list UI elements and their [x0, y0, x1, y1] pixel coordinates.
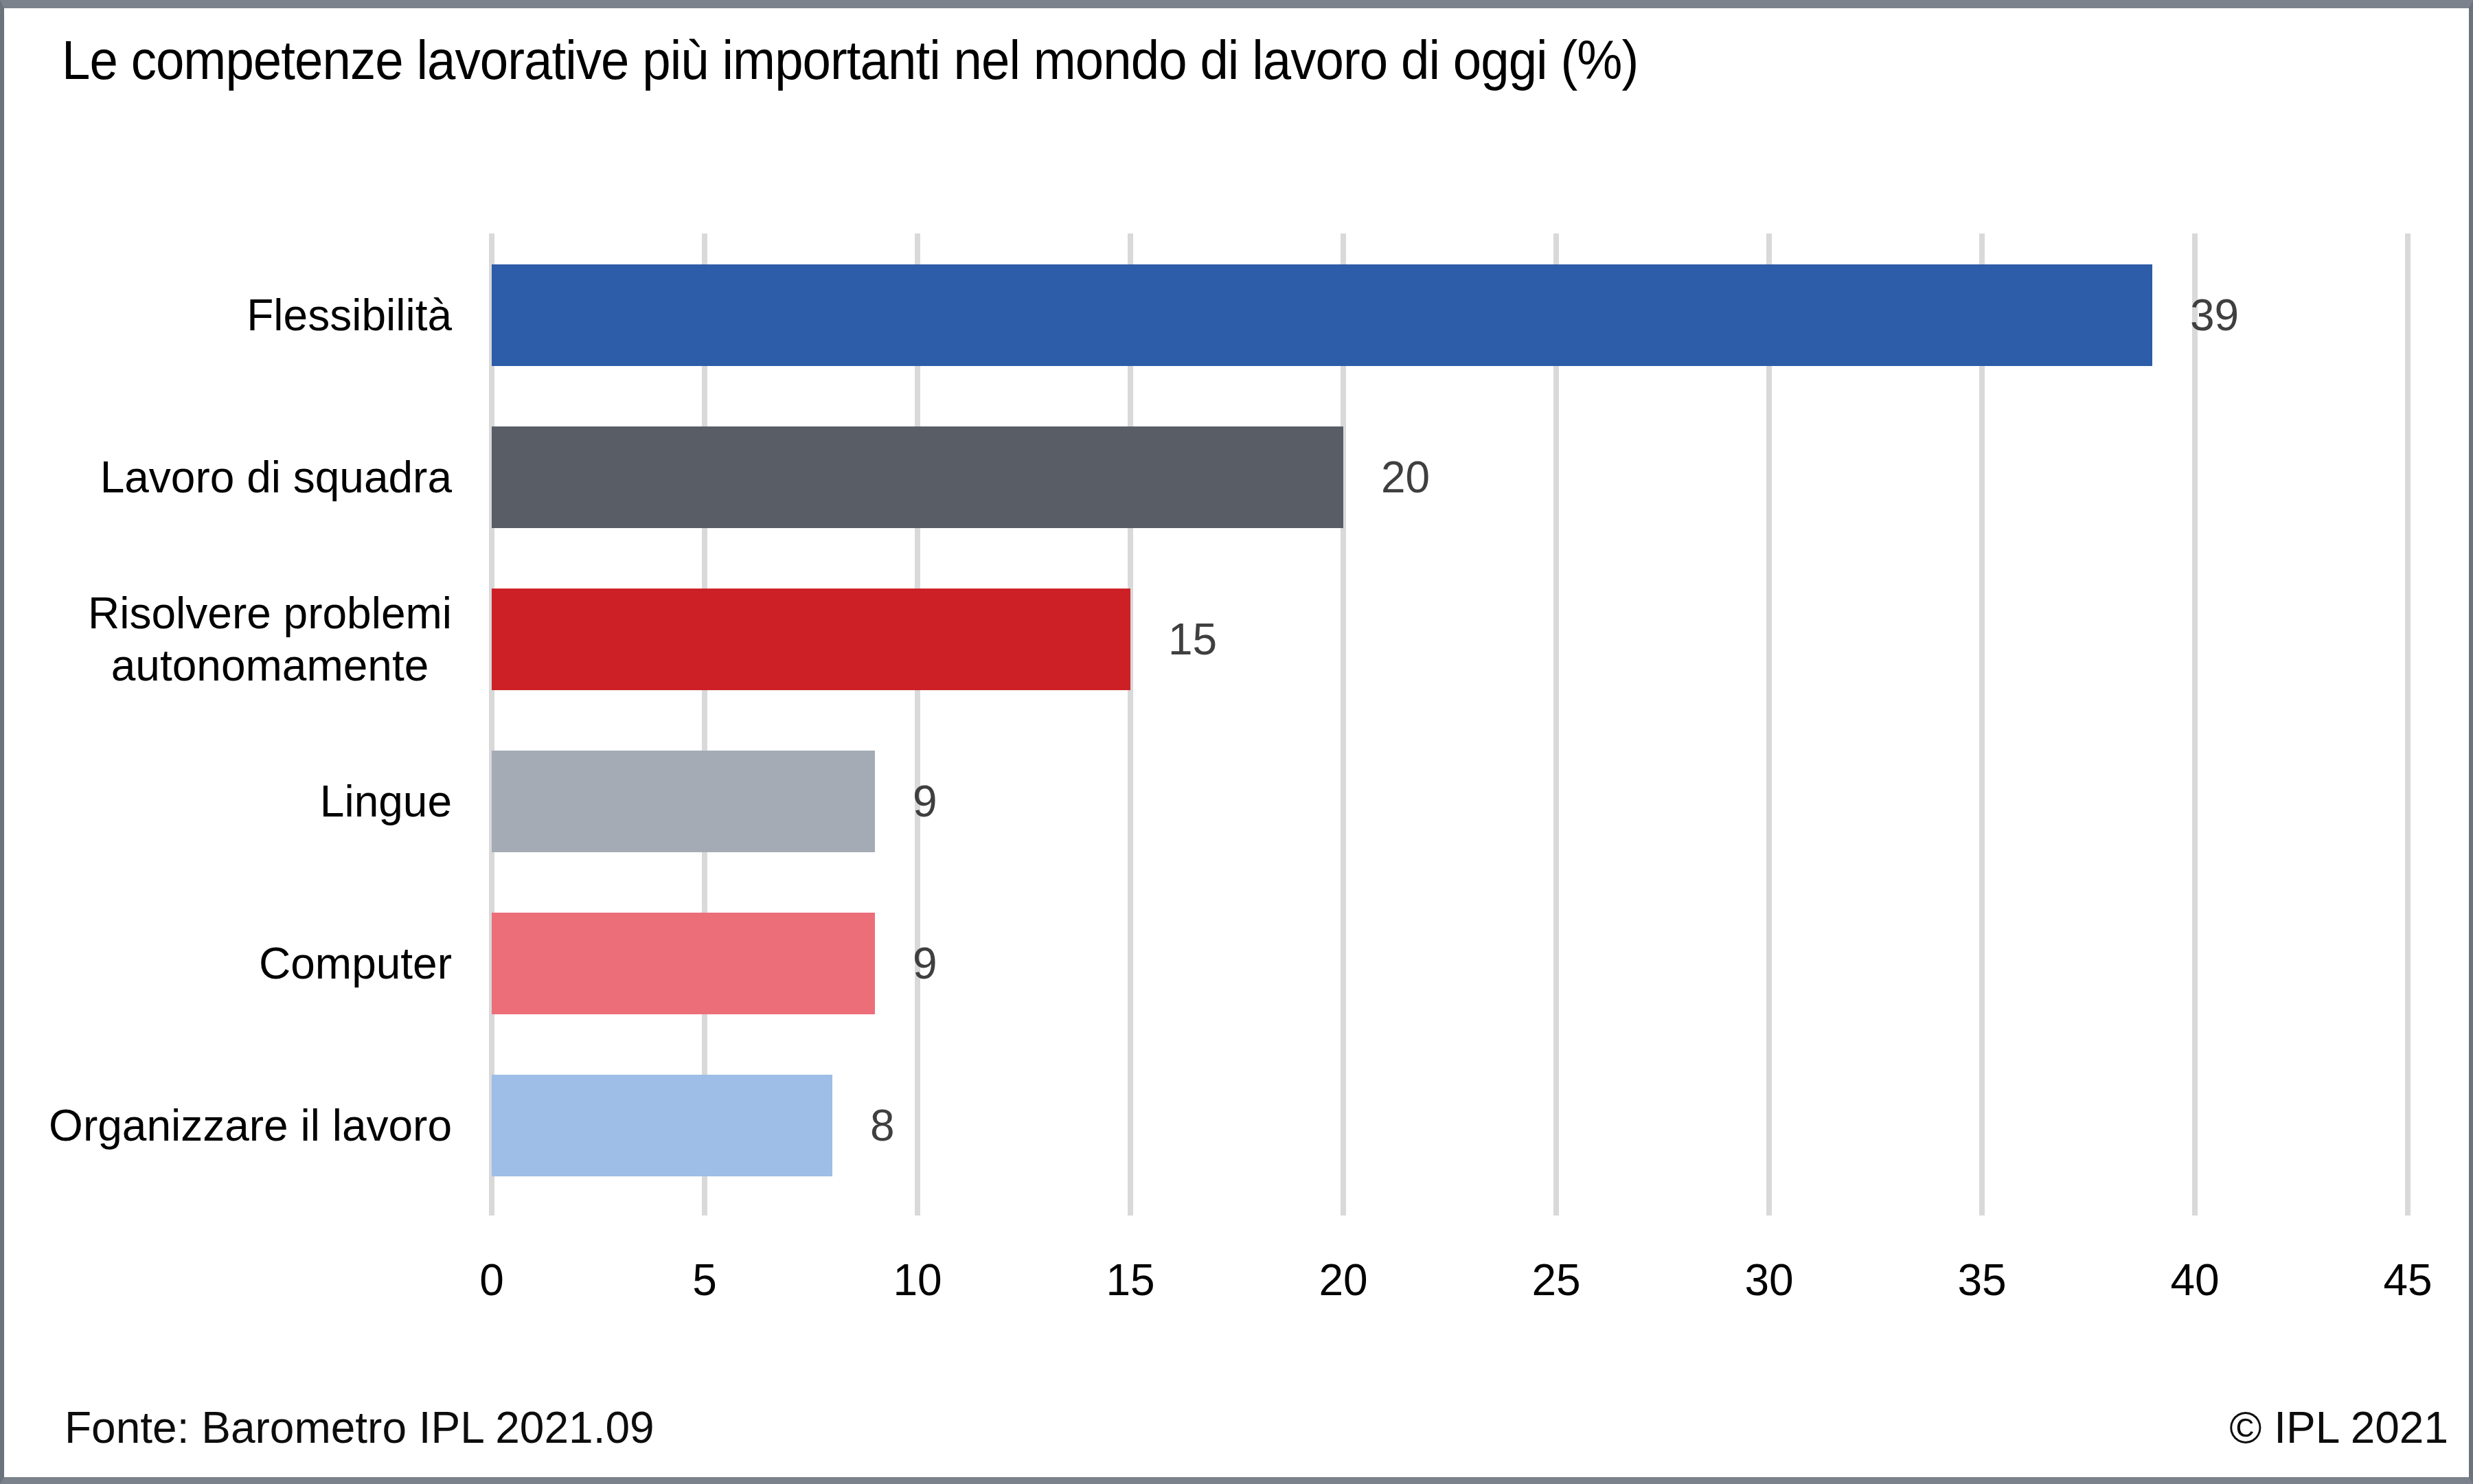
gridline — [702, 233, 707, 1215]
category-label: Computer — [259, 937, 452, 990]
category-label-row: Lingue — [4, 751, 452, 852]
gridline — [1553, 233, 1559, 1215]
x-tick-label: 10 — [854, 1255, 981, 1305]
bar — [492, 426, 1343, 528]
category-label-row: Computer — [4, 913, 452, 1014]
source-note: Fonte: Barometro IPL 2021.09 — [65, 1402, 654, 1453]
category-label: Organizzare il lavoro — [49, 1099, 452, 1152]
category-label-row: Organizzare il lavoro — [4, 1075, 452, 1176]
x-tick-label: 45 — [2344, 1255, 2472, 1305]
bar — [492, 264, 2152, 366]
x-tick-label: 35 — [1918, 1255, 2046, 1305]
gridline — [1979, 233, 1985, 1215]
bar — [492, 751, 875, 852]
x-tick-label: 30 — [1705, 1255, 1833, 1305]
gridline — [1128, 233, 1133, 1215]
value-label: 20 — [1381, 426, 1430, 528]
x-tick-label: 5 — [641, 1255, 768, 1305]
x-tick-label: 15 — [1067, 1255, 1194, 1305]
x-tick-label: 0 — [428, 1255, 556, 1305]
bar — [492, 913, 875, 1014]
category-label-row: Flessibilità — [4, 264, 452, 366]
category-label-row: Lavoro di squadra — [4, 426, 452, 528]
gridline — [2192, 233, 2198, 1215]
bar — [492, 589, 1130, 690]
gridline — [915, 233, 920, 1215]
value-label: 8 — [870, 1075, 895, 1176]
copyright-note: © IPL 2021 — [2229, 1402, 2448, 1453]
category-label: Lingue — [320, 775, 452, 827]
value-label: 15 — [1168, 589, 1217, 690]
value-label: 9 — [913, 913, 937, 1014]
chart-window: Le competenze lavorative più importanti … — [0, 0, 2473, 1484]
x-tick-label: 25 — [1492, 1255, 1620, 1305]
value-label: 39 — [2190, 264, 2239, 366]
plot-area: 392015998 — [4, 8, 2469, 1477]
category-label: Lavoro di squadra — [100, 451, 452, 503]
x-tick-label: 20 — [1279, 1255, 1407, 1305]
category-label-row: Risolvere problemi autonomamente — [4, 589, 452, 690]
gridline — [2405, 233, 2411, 1215]
category-label: Flessibilità — [247, 289, 452, 341]
value-label: 9 — [913, 751, 937, 852]
gridline — [489, 233, 494, 1215]
gridline — [1766, 233, 1772, 1215]
gridline — [1341, 233, 1346, 1215]
category-label: Risolvere problemi autonomamente — [88, 587, 452, 692]
bar — [492, 1075, 832, 1176]
x-tick-label: 40 — [2131, 1255, 2259, 1305]
